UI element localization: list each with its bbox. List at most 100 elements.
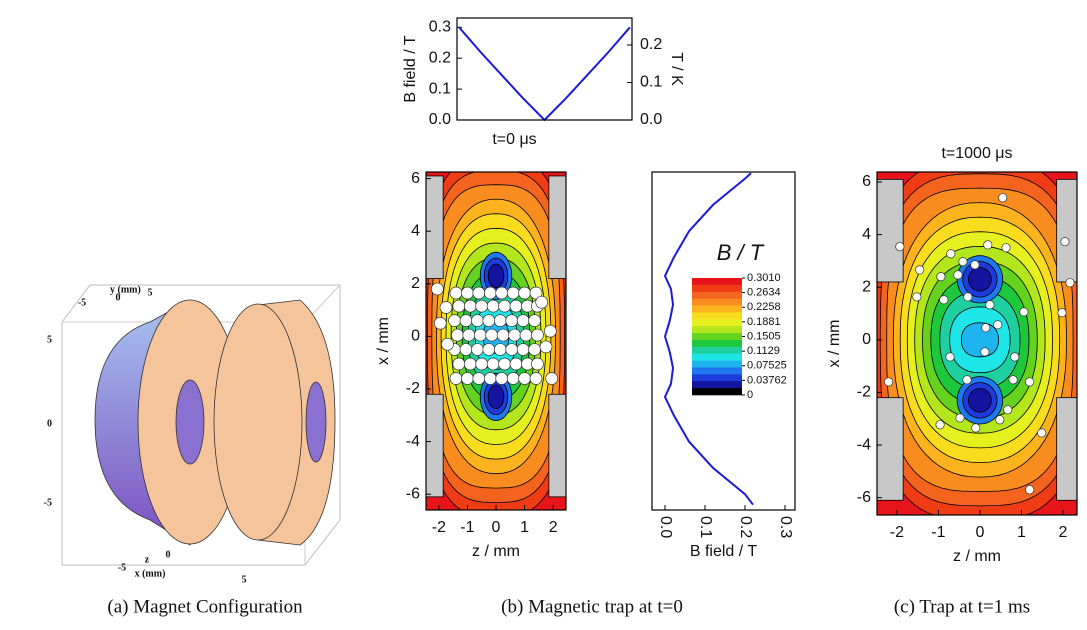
particle (1025, 486, 1033, 494)
colorbar-band (692, 354, 742, 361)
magnet (549, 394, 570, 497)
magnet-hole (306, 382, 326, 462)
particle (981, 348, 989, 356)
particle (517, 315, 529, 327)
particle (971, 261, 979, 269)
colorbar-band (692, 374, 742, 381)
colorbar-title: B / T (717, 240, 765, 265)
particle (440, 301, 452, 313)
particle (996, 416, 1004, 424)
colorbar-tick-label: 0.1505 (747, 330, 781, 342)
particle (913, 293, 921, 301)
particle (972, 424, 980, 432)
x-tick-label: 0.1 (697, 516, 714, 538)
x-tick-label: -1 (460, 519, 474, 536)
tick-label: 5 (47, 334, 52, 345)
particle (507, 372, 519, 384)
x-tick-label: 0 (975, 524, 984, 541)
particle (916, 266, 924, 274)
colorbar-band (692, 319, 742, 326)
particle (486, 329, 498, 341)
magnet (422, 176, 443, 279)
particle (896, 243, 904, 251)
colorbar-band (692, 381, 742, 388)
y-tick-label: 2 (411, 275, 420, 292)
colorbar-band (692, 326, 742, 333)
colorbar-tick-label: 0 (747, 389, 753, 401)
contour-band (961, 323, 998, 357)
y2-tick-label: 0.2 (640, 36, 662, 53)
colorbar-tick-label: 0.3010 (747, 272, 781, 284)
x-tick-label: -2 (890, 524, 904, 541)
particle (986, 301, 994, 309)
x-tick-label: 2 (1058, 524, 1067, 541)
colorbar-band (692, 306, 742, 313)
particle (1058, 309, 1066, 317)
plot-frame (457, 18, 632, 120)
particle (536, 296, 548, 308)
particle (484, 287, 496, 299)
particle (461, 287, 473, 299)
particle (994, 321, 1002, 329)
tick-label: -5 (118, 562, 126, 573)
caption: (c) Trap at t=1 ms (894, 596, 1030, 617)
y-axis-label: x / mm (826, 320, 843, 368)
particle (1011, 353, 1019, 361)
particle (476, 300, 488, 312)
colorbar-tick-label: 0.2258 (747, 301, 781, 313)
y-tick-label: -6 (406, 485, 420, 502)
colorbar-band (692, 367, 742, 374)
magnet-hole (176, 380, 204, 464)
y-tick-label: 6 (411, 170, 420, 187)
particle (1038, 429, 1046, 437)
particle (494, 344, 506, 356)
y-tick-label: 0.3 (429, 18, 451, 35)
particle (431, 283, 443, 295)
particle (519, 372, 531, 384)
particle (487, 358, 499, 370)
colorbar-band (692, 361, 742, 368)
particle (434, 317, 446, 329)
particle (531, 329, 543, 341)
particle (450, 287, 462, 299)
y-tick-label: -4 (857, 436, 871, 453)
particle (496, 287, 508, 299)
y-axis-label: x / mm (375, 317, 392, 365)
particle (473, 372, 485, 384)
particle (544, 325, 556, 337)
particle (473, 287, 485, 299)
x-tick-label: 0 (492, 519, 501, 536)
particle (1061, 238, 1069, 246)
y-tick-label: 0.1 (429, 80, 451, 97)
y-tick-label: 0 (862, 331, 871, 348)
magnet (1057, 179, 1087, 282)
particle (484, 372, 496, 384)
particle (487, 300, 499, 312)
figure: y (mm) -5 0 5 5 0 -5 -5 0 5 z x (mm) (a)… (0, 0, 1087, 630)
particle (530, 372, 542, 384)
x-axis-label: z / mm (472, 543, 520, 560)
particle (959, 257, 967, 265)
particle (460, 344, 472, 356)
y2-tick-label: 0.1 (640, 74, 662, 91)
particle (464, 300, 476, 312)
particle (1004, 406, 1012, 414)
tick-label: 0 (166, 549, 171, 560)
x-tick-label: -2 (432, 519, 446, 536)
contour-band (488, 264, 504, 288)
particle (946, 353, 954, 361)
contour-band (969, 268, 992, 292)
particle (499, 300, 511, 312)
x-tick-label: 1 (520, 519, 529, 536)
particle (460, 315, 472, 327)
particle (483, 315, 495, 327)
y-tick-label: -4 (406, 433, 420, 450)
colorbar-band (692, 312, 742, 319)
tick-label: 5 (148, 287, 153, 298)
particle (884, 378, 892, 386)
x-axis-label: z / mm (953, 548, 1001, 565)
caption: (a) Magnet Configuration (107, 596, 303, 617)
particle (450, 372, 462, 384)
particle (510, 300, 522, 312)
tick-label: 0 (47, 418, 52, 429)
